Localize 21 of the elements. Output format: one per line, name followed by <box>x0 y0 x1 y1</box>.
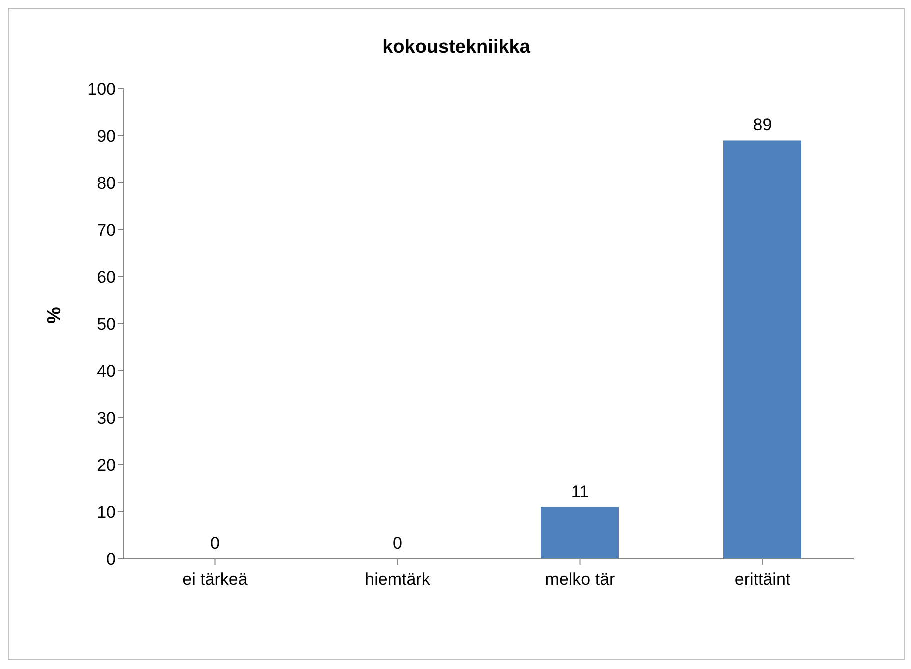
data-label: 0 <box>210 534 220 553</box>
y-tick-label: 30 <box>97 409 116 428</box>
data-label: 89 <box>753 116 772 135</box>
x-tick-label: ei tärkeä <box>182 570 248 590</box>
y-tick-label: 40 <box>97 362 116 382</box>
y-tick-label: 70 <box>97 221 116 240</box>
y-tick-label: 80 <box>97 174 116 194</box>
data-label: 0 <box>393 534 402 553</box>
y-tick-label: 10 <box>97 503 116 522</box>
y-axis-title: % <box>44 307 66 324</box>
y-tick-label: 50 <box>97 315 116 334</box>
y-tick-label: 60 <box>97 268 116 288</box>
x-tick-label: melko tär <box>545 570 616 590</box>
x-tick-label: hiemtärk <box>365 570 431 590</box>
data-label: 11 <box>571 482 590 502</box>
y-tick-label: 20 <box>97 456 116 476</box>
chart-title: kokoustekniikka <box>382 37 532 59</box>
y-tick-label: 90 <box>97 127 116 146</box>
y-tick-label: 0 <box>106 550 116 570</box>
y-tick-label: 100 <box>88 80 116 100</box>
x-tick-label: erittäint <box>734 570 791 590</box>
